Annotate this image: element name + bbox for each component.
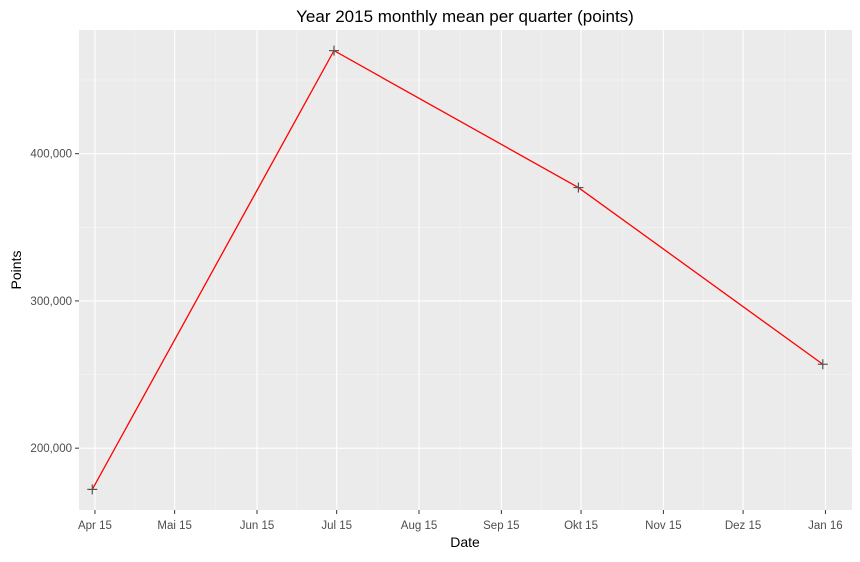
grid	[79, 30, 852, 510]
data-point	[817, 359, 828, 370]
y-tick-label: 200,000	[30, 443, 72, 455]
x-tick-label: Mai 15	[157, 520, 192, 532]
data-point	[329, 45, 340, 56]
series	[87, 45, 828, 495]
x-tick-label: Jul 15	[321, 520, 352, 532]
x-tick-label: Nov 15	[645, 520, 681, 532]
plot-panel	[79, 30, 852, 510]
y-axis-title: Points	[8, 251, 24, 290]
y-tick-label: 300,000	[30, 296, 72, 308]
x-tick-label: Jan 16	[808, 520, 843, 532]
series-line	[91, 49, 824, 490]
x-tick-label: Dez 15	[725, 520, 761, 532]
x-tick-label: Sep 15	[483, 520, 519, 532]
data-point	[573, 182, 584, 193]
x-tick-label: Apr 15	[78, 520, 112, 532]
axes: Apr 15 Mai 15 Jun 15 Jul 15 Aug 15 Sep 15 Okt …	[30, 149, 842, 532]
chart-title: Year 2015 monthly mean per quarter (poin…	[296, 7, 634, 26]
x-tick-label: Jun 15	[240, 520, 275, 532]
data-point	[87, 484, 98, 495]
x-tick-label: Aug 15	[401, 520, 437, 532]
y-tick-label: 400,000	[30, 149, 72, 161]
x-tick-label: Okt 15	[564, 520, 598, 532]
x-axis-title: Date	[450, 534, 480, 550]
